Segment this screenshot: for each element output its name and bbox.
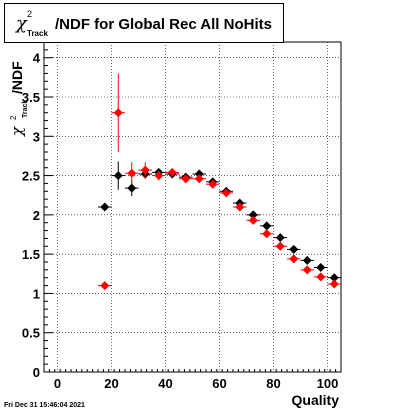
grid-lines	[44, 42, 341, 372]
y-tick-label: 0	[33, 365, 40, 380]
data-point	[248, 215, 258, 225]
data-series	[98, 73, 341, 291]
data-point	[262, 229, 272, 239]
data-point	[194, 169, 204, 179]
series-red	[98, 73, 341, 291]
y-tick-label: 3	[33, 129, 40, 144]
x-tick-label: 40	[158, 376, 172, 391]
chart-title: /NDF for Global Rec All NoHits	[55, 16, 272, 33]
data-point	[127, 183, 137, 193]
data-point	[208, 179, 218, 189]
x-tick-label: 0	[54, 376, 61, 391]
title-subscript: Track	[27, 29, 48, 38]
y-axis-ticks: 0 0.5 1 1.5 2 2.5 3 3.5 4	[22, 41, 53, 380]
x-tick-label: 20	[104, 376, 118, 391]
data-point	[275, 241, 285, 251]
y-axis-label: χ 2 Track /NDF	[8, 61, 29, 137]
plot-frame	[43, 41, 342, 373]
data-point	[113, 171, 123, 181]
data-point	[289, 254, 299, 264]
data-point	[181, 174, 191, 184]
x-tick-label: 80	[266, 376, 280, 391]
title-chi-symbol: χ	[16, 13, 27, 34]
data-point	[100, 202, 110, 212]
y-label-chi: χ	[8, 126, 26, 137]
y-label-text: /NDF	[9, 61, 25, 94]
data-point	[329, 273, 339, 283]
data-point	[289, 244, 299, 254]
data-point	[221, 188, 231, 198]
data-point	[113, 108, 123, 118]
y-label-sup: 2	[9, 115, 18, 120]
data-point	[302, 255, 312, 265]
data-point	[316, 263, 326, 272]
y-label-sub: Track	[22, 100, 29, 118]
data-point	[302, 265, 312, 275]
data-point	[262, 221, 272, 231]
data-point	[275, 233, 285, 243]
y-tick-label: 3.5	[22, 90, 40, 105]
x-tick-label: 60	[212, 376, 226, 391]
data-point	[194, 174, 204, 184]
x-axis-ticks: 0 20 40 60 80 100	[43, 369, 342, 391]
data-point	[248, 210, 258, 220]
data-point	[329, 279, 339, 289]
y-tick-label: 2	[33, 208, 40, 223]
timestamp-footer: Fri Dec 31 15:46:04 2021	[4, 402, 85, 409]
y-tick-label: 0.5	[22, 326, 40, 341]
x-tick-label: 100	[317, 376, 339, 391]
title-superscript: 2	[27, 9, 33, 19]
data-point	[154, 171, 164, 181]
data-point	[127, 168, 137, 178]
chart-title-box: χ 2 Track /NDF for Global Rec All NoHits	[4, 3, 284, 43]
data-point	[316, 272, 326, 282]
y-tick-label: 1.5	[22, 247, 40, 262]
y-tick-label: 4	[33, 51, 41, 66]
data-point	[235, 202, 245, 212]
y-tick-label: 2.5	[22, 169, 40, 184]
data-point	[100, 281, 110, 291]
data-point	[140, 165, 150, 175]
data-point	[167, 167, 177, 177]
y-tick-label: 1	[33, 286, 40, 301]
x-axis-label: Quality	[292, 392, 340, 408]
